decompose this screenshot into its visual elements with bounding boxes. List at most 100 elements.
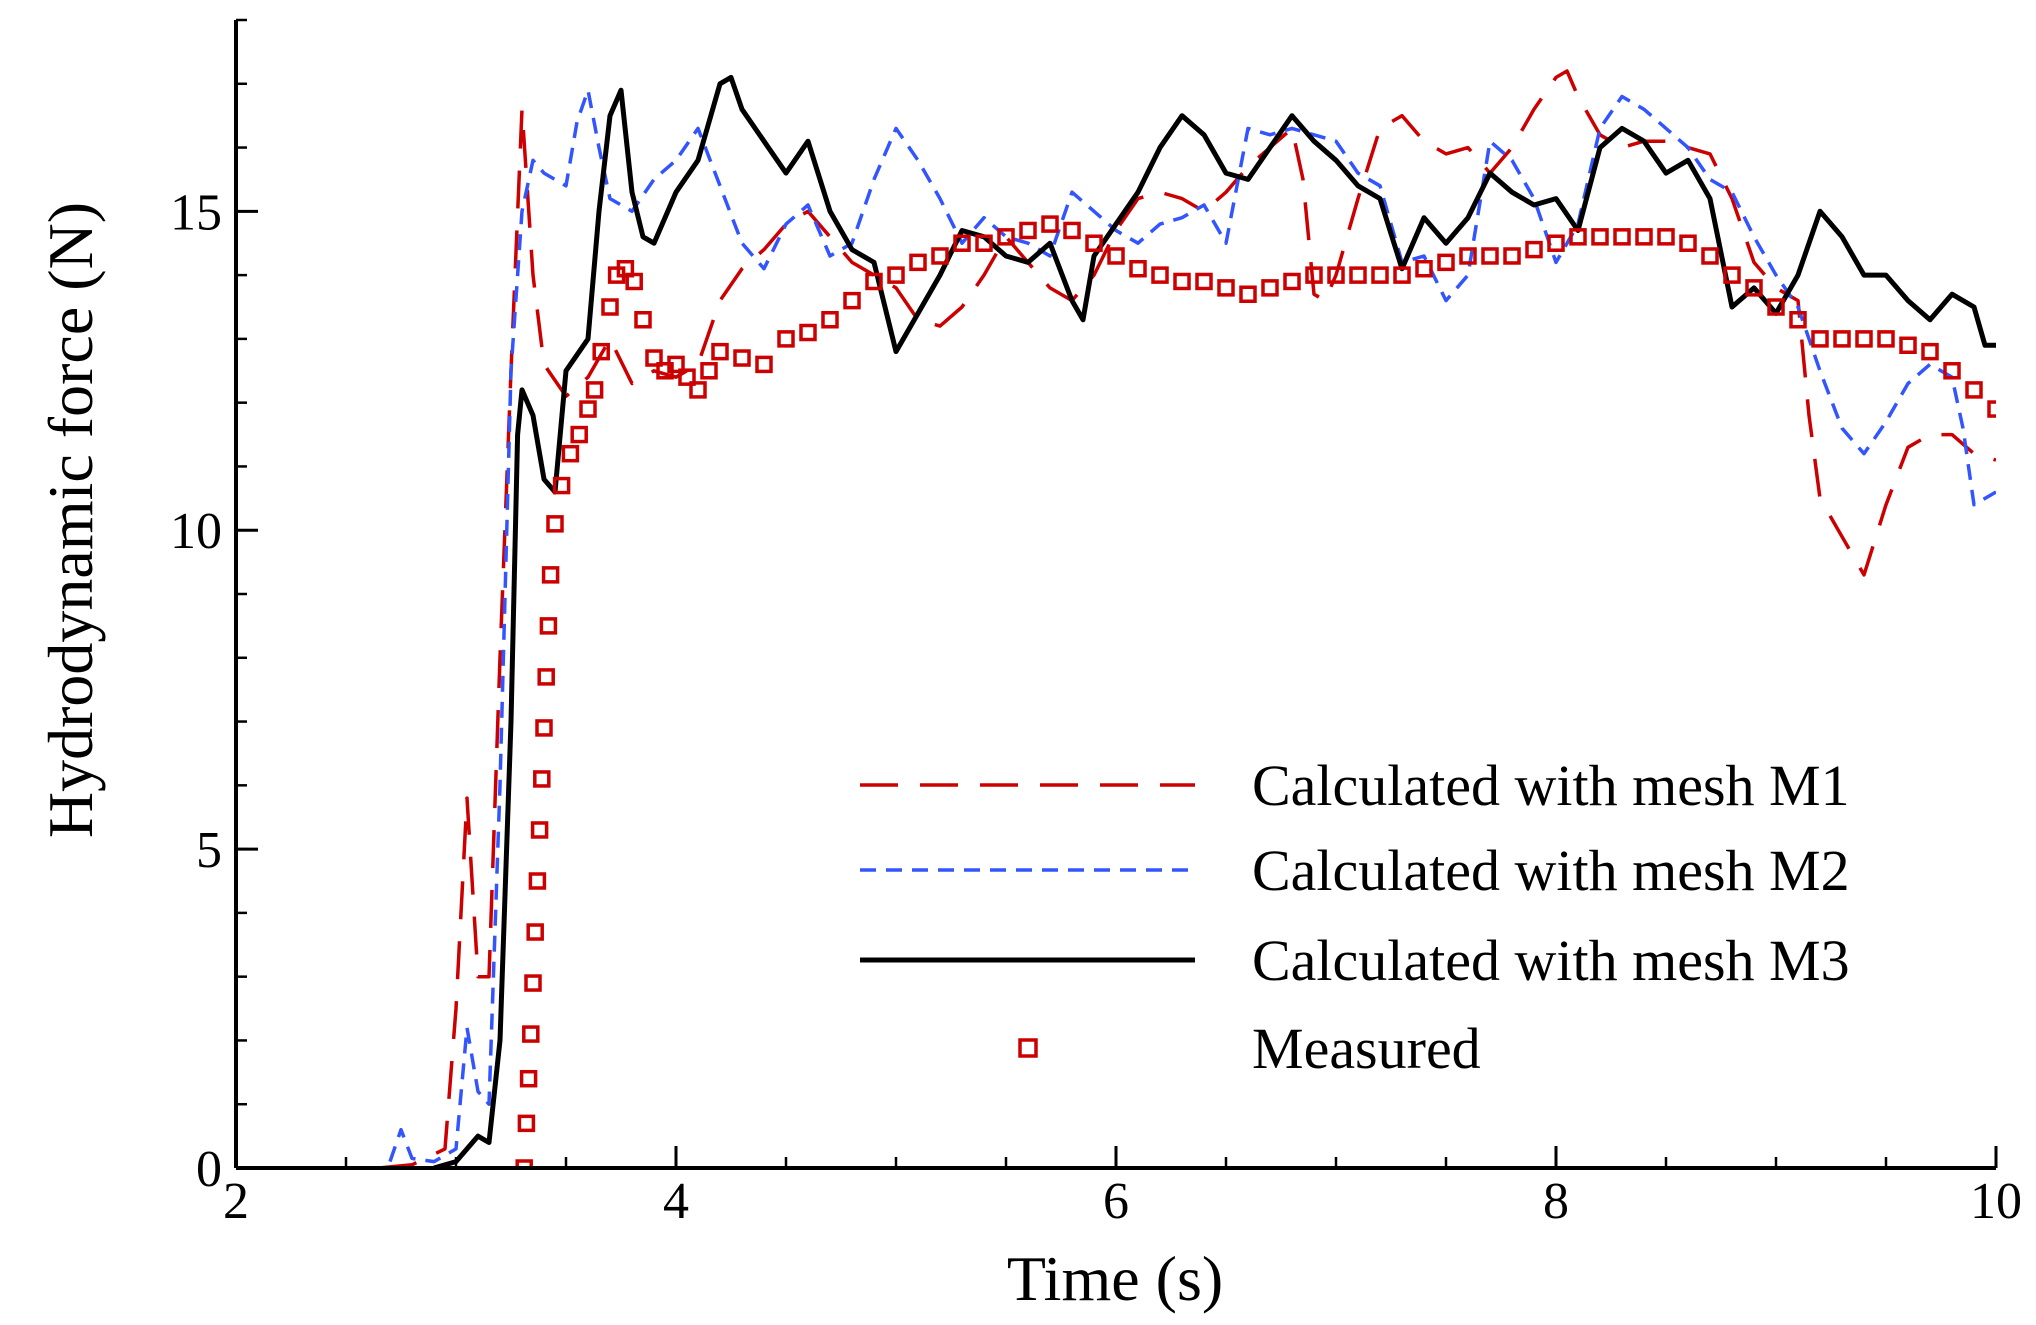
legend-label: Calculated with mesh M1 <box>1252 753 1850 818</box>
measured-marker <box>843 291 861 310</box>
measured-marker <box>1107 247 1125 265</box>
measured-marker <box>616 259 635 278</box>
measured-marker <box>667 355 685 374</box>
measured-marker <box>1459 247 1477 265</box>
measured-marker <box>711 342 729 361</box>
measured-marker <box>546 515 564 533</box>
measured-marker <box>1525 240 1543 259</box>
measured-marker <box>1217 279 1235 297</box>
measured-marker <box>1855 330 1873 348</box>
measured-marker <box>585 381 604 399</box>
measured-marker <box>1437 253 1455 272</box>
measured-marker <box>1041 215 1059 233</box>
measured-marker <box>561 444 580 463</box>
series-line-calculated-with-mesh-m2 <box>388 88 1996 1164</box>
y-tick-label: 5 <box>196 822 222 879</box>
measured-marker <box>1569 228 1587 246</box>
legend-label: Measured <box>1252 1016 1481 1081</box>
measured-marker <box>539 617 558 635</box>
measured-marker <box>997 228 1015 246</box>
measured-marker <box>1921 342 1939 361</box>
measured-marker <box>1789 311 1807 329</box>
measured-marker <box>625 272 643 291</box>
measured-marker <box>535 719 553 737</box>
measured-marker <box>821 311 839 329</box>
measured-marker <box>733 349 751 367</box>
legend-swatch <box>1018 1038 1038 1058</box>
measured-marker <box>1393 266 1411 284</box>
measured-marker <box>601 298 619 316</box>
measured-marker <box>528 872 547 890</box>
x-tick-label: 4 <box>663 1173 689 1230</box>
measured-marker <box>537 668 555 686</box>
measured-marker <box>1349 266 1367 284</box>
measured-marker <box>887 266 905 284</box>
measured-marker <box>975 234 993 252</box>
measured-marker <box>1547 234 1565 252</box>
measured-marker <box>517 1114 536 1133</box>
measured-marker <box>931 247 949 265</box>
y-tick-label: 15 <box>170 184 222 241</box>
measured-marker <box>533 770 551 788</box>
legend-label: Calculated with mesh M2 <box>1252 838 1850 903</box>
measured-marker <box>552 476 571 495</box>
measured-marker <box>1899 336 1917 355</box>
legend-label: Calculated with mesh M3 <box>1252 928 1850 993</box>
measured-marker <box>579 400 597 418</box>
measured-marker <box>1877 330 1895 348</box>
measured-marker <box>645 349 663 367</box>
measured-marker <box>1261 279 1279 297</box>
x-tick-label: 6 <box>1103 1173 1129 1230</box>
measured-marker <box>1305 266 1323 284</box>
measured-marker <box>1129 259 1147 278</box>
measured-marker <box>1195 272 1213 291</box>
measured-marker <box>1701 247 1719 265</box>
measured-marker <box>700 362 718 380</box>
measured-marker <box>1965 381 1983 399</box>
x-axis-title: Time (s) <box>1007 1243 1223 1314</box>
y-axis-title: Hydrodynamic force (N) <box>35 202 106 838</box>
measured-marker <box>799 323 817 342</box>
measured-marker <box>1481 247 1499 265</box>
measured-marker <box>953 234 971 252</box>
measured-marker <box>1151 266 1169 284</box>
measured-marker <box>1943 362 1961 380</box>
legend: Calculated with mesh M1 Calculated with m… <box>860 753 1850 1081</box>
measured-marker <box>541 566 560 584</box>
measured-marker <box>634 311 652 329</box>
measured-marker <box>1811 330 1829 348</box>
measured-marker <box>592 342 610 361</box>
legend-item-calculated-with-mesh-m3: Calculated with mesh M3 <box>860 928 1850 993</box>
measured-marker <box>689 381 707 399</box>
measured-marker <box>1415 259 1433 278</box>
measured-marker <box>1085 234 1103 252</box>
measured-marker <box>1019 221 1037 240</box>
measured-marker <box>777 330 795 348</box>
y-tick-label: 10 <box>170 503 222 560</box>
measured-marker <box>1635 228 1653 246</box>
measured-marker <box>522 1025 540 1043</box>
measured-marker <box>519 1069 538 1088</box>
measured-marker <box>1327 266 1345 284</box>
measured-marker <box>1239 285 1257 303</box>
data-series <box>378 69 1996 1168</box>
measured-marker <box>1987 400 1996 418</box>
measured-marker <box>1679 234 1697 252</box>
axis-labels: 2 4 6 8 10 0 5 10 15 <box>170 184 2022 1230</box>
measured-marker <box>1613 228 1631 246</box>
measured-marker <box>526 923 544 941</box>
measured-marker <box>1063 221 1081 240</box>
measured-marker <box>1833 330 1851 348</box>
measured-marker <box>1503 247 1521 265</box>
measured-marker <box>570 425 588 444</box>
series-measured <box>515 215 1996 1168</box>
legend-item-calculated-with-mesh-m1: Calculated with mesh M1 <box>860 753 1850 818</box>
measured-marker <box>865 272 883 291</box>
measured-marker <box>1371 266 1389 284</box>
measured-marker <box>909 253 927 272</box>
measured-marker <box>1745 279 1763 297</box>
x-tick-label: 2 <box>223 1173 249 1230</box>
legend-item-calculated-with-mesh-m2: Calculated with mesh M2 <box>860 838 1850 903</box>
measured-marker <box>1767 298 1785 316</box>
y-tick-label: 0 <box>196 1141 222 1198</box>
